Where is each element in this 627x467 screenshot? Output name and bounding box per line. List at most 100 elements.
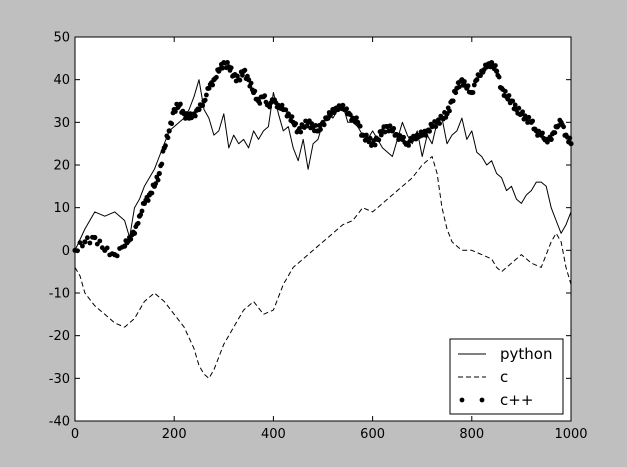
data-point-cpp-fill-40-2 (298, 129, 304, 135)
series-cpp-markers (72, 60, 574, 259)
x-tick-label-4: 800 (459, 427, 484, 442)
data-point-cpp-fill-71-1 (450, 98, 456, 104)
data-point-cpp-fill-4-1 (114, 253, 120, 259)
data-point-cpp-fill-70-2 (447, 108, 452, 114)
data-point-cpp-fill-75-2 (471, 82, 477, 88)
data-point-cpp-fill-7-3 (135, 220, 141, 226)
data-point-cpp-fill-72-2 (457, 84, 462, 90)
x-tick-label-1: 200 (162, 427, 187, 442)
data-point-cpp-fill-83-1 (510, 98, 516, 104)
data-point-cpp-fill-0-2 (77, 240, 83, 246)
data-point-cpp-fill-21-1 (202, 97, 208, 103)
data-point-cpp-2 (92, 234, 98, 241)
y-tick-label-1: -30 (49, 372, 70, 387)
data-point-cpp-fill-85-1 (520, 109, 525, 115)
data-point-cpp-fill-61-1 (401, 134, 406, 140)
data-point-cpp-fill-93-2 (561, 124, 566, 130)
data-point-cpp-fill-36-3 (279, 102, 285, 108)
x-tick-label-3: 600 (360, 427, 385, 442)
data-point-cpp-fill-55-2 (372, 142, 378, 148)
data-point-cpp-fill-68-2 (437, 121, 442, 126)
data-point-cpp-fill-16-1 (178, 101, 183, 107)
legend-marker-cpp (459, 397, 465, 403)
data-point-cpp-fill-13-1 (163, 143, 168, 149)
data-point-cpp-fill-28-1 (237, 77, 243, 83)
data-point-cpp-fill-10-2 (149, 190, 155, 196)
data-point-cpp-fill-8-1 (138, 212, 144, 218)
data-point-cpp-fill-19-1 (192, 113, 198, 119)
y-tick-label-3: -10 (49, 287, 70, 302)
series-line-c (74, 156, 572, 379)
data-point-cpp-95 (568, 141, 574, 147)
data-point-cpp-7 (131, 230, 138, 236)
data-point-cpp-fill-21-2 (204, 92, 209, 98)
y-tick-label-7: 30 (53, 116, 70, 131)
data-point-cpp-fill-37-2 (283, 107, 289, 113)
legend-label-python: python (500, 345, 552, 363)
data-point-cpp-fill-65-3 (423, 133, 429, 138)
data-point-cpp-fill-76-3 (478, 73, 483, 79)
data-point-cpp-fill-66-2 (427, 128, 432, 134)
data-point-cpp-76 (474, 77, 480, 83)
data-point-cpp-fill-1-1 (85, 235, 90, 241)
x-tick-label-2: 400 (261, 427, 286, 442)
data-point-cpp-fill-79-3 (493, 63, 498, 68)
data-point-cpp-49 (340, 102, 346, 108)
data-point-cpp-fill-40-1 (297, 125, 302, 131)
data-point-cpp-fill-57-2 (382, 129, 388, 135)
data-point-cpp-fill-52-2 (357, 123, 363, 129)
y-tick-label-9: 50 (53, 31, 70, 46)
data-point-cpp-fill-56-3 (378, 132, 384, 138)
data-point-cpp-fill-49-3 (344, 106, 349, 112)
data-point-cpp-fill-24-3 (220, 65, 226, 71)
data-point-cpp-fill-11-1 (153, 181, 159, 187)
data-point-cpp-80 (494, 68, 500, 74)
data-point-cpp-fill-29-1 (242, 67, 248, 73)
data-point-cpp-fill-91-3 (552, 130, 558, 136)
data-point-cpp-fill-71-3 (453, 90, 459, 96)
data-point-cpp-fill-39-2 (293, 121, 299, 126)
y-tick-label-2: -20 (49, 329, 70, 344)
data-point-cpp-1 (82, 239, 88, 245)
data-point-cpp-fill-25-3 (225, 60, 230, 65)
legend-label-c: c (500, 368, 508, 386)
data-point-cpp-30 (246, 77, 252, 83)
data-point-cpp-fill-22-3 (210, 82, 216, 88)
data-point-cpp-fill-9-3 (145, 198, 151, 203)
data-point-cpp-fill-11-3 (155, 177, 161, 183)
legend-label-cpp: c++ (500, 391, 533, 409)
x-tick-label-5: 1000 (554, 427, 587, 442)
data-point-cpp-20 (196, 106, 202, 113)
y-tick-label-4: 0 (62, 244, 70, 259)
data-point-cpp-fill-33-1 (262, 93, 268, 99)
data-point-cpp-fill-67-3 (433, 124, 439, 130)
series-layer (72, 60, 574, 379)
data-point-cpp-fill-23-2 (214, 74, 219, 80)
data-point-cpp-fill-43-2 (313, 123, 318, 128)
data-point-cpp-fill-1-2 (87, 240, 93, 246)
data-point-cpp-fill-73-2 (462, 79, 467, 84)
data-point-cpp-fill-26-2 (228, 65, 234, 71)
data-point-cpp-fill-82-2 (506, 93, 512, 98)
y-tick-label-0: -40 (49, 415, 70, 430)
data-point-cpp-fill-83-3 (512, 102, 518, 108)
axes: 0 200 400 600 800 1000 -40 -30 -20 -10 0 10 20 30 40 50 (49, 31, 588, 443)
data-point-cpp-fill-2-2 (97, 238, 103, 244)
data-point-cpp-fill-59-1 (391, 125, 397, 131)
data-point-cpp-fill-47-1 (331, 110, 337, 116)
y-tick-label-8: 40 (53, 73, 70, 88)
data-point-cpp-fill-12-2 (159, 161, 165, 167)
data-point-cpp-fill-45-1 (321, 122, 327, 128)
data-point-cpp-fill-13-3 (165, 135, 171, 141)
data-point-cpp-fill-62-1 (406, 143, 411, 148)
legend-marker-cpp-2 (479, 397, 485, 403)
data-point-cpp-fill-14-2 (169, 121, 175, 127)
data-point-cpp-22 (206, 85, 212, 91)
data-point-cpp-fill-80-2 (496, 74, 502, 80)
data-point-cpp-fill-8-2 (139, 208, 145, 214)
data-point-cpp-fill-38-3 (289, 114, 295, 120)
data-point-cpp-fill-53-3 (364, 132, 369, 138)
data-point-cpp-fill-32-1 (257, 101, 263, 106)
data-point-cpp-12 (156, 170, 162, 177)
